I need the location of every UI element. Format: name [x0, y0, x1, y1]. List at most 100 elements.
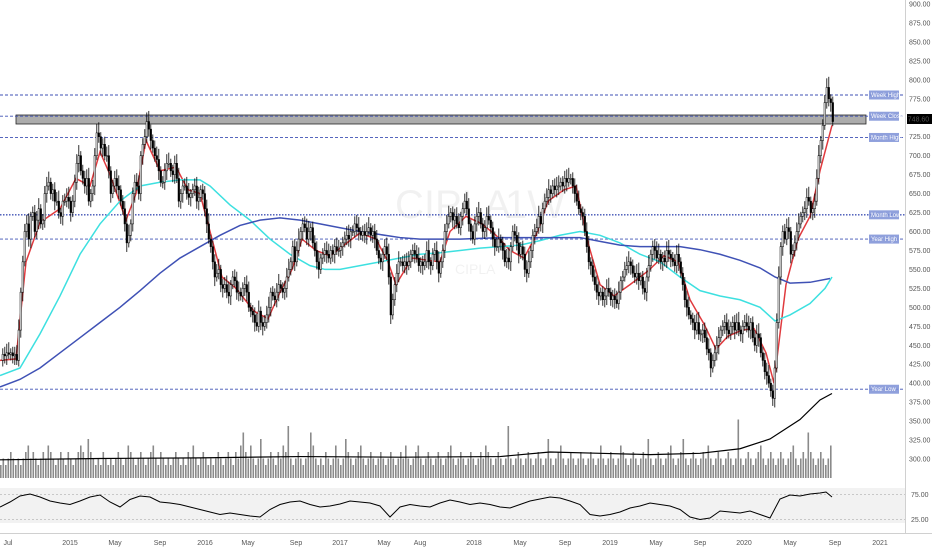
candle-body	[515, 235, 518, 244]
candle-body	[91, 185, 94, 194]
candle-body	[439, 261, 442, 274]
volume-bar	[827, 458, 830, 478]
candle-body	[331, 250, 334, 255]
candle-body	[423, 261, 426, 266]
candle-body	[667, 250, 670, 255]
volume-bar	[85, 458, 87, 478]
candle-body	[561, 181, 564, 187]
candle-body	[83, 178, 86, 187]
volume-bar	[532, 465, 535, 478]
candle-body	[459, 216, 462, 228]
candle-body	[87, 178, 90, 202]
candle-body	[233, 276, 236, 282]
volume-bar	[815, 465, 817, 478]
candle-body	[693, 322, 696, 331]
candle-body	[229, 284, 232, 297]
candle-body	[37, 208, 40, 221]
volume-bar	[232, 465, 235, 478]
price-tick-label: 550.00	[909, 267, 931, 274]
candle-body	[327, 254, 330, 259]
last-price-badge	[907, 114, 932, 124]
candle-body	[51, 189, 54, 194]
candle-body	[257, 310, 260, 327]
volume-bar	[250, 445, 252, 478]
candle-body	[225, 284, 228, 293]
candle-body	[509, 246, 512, 263]
candle-body	[793, 242, 796, 251]
volume-bar	[525, 458, 527, 478]
volume-bar	[215, 458, 217, 478]
candle-body	[75, 163, 78, 183]
candle-body	[321, 254, 324, 259]
candle-body	[797, 223, 800, 232]
volume-bar	[257, 458, 260, 478]
volume-bar	[90, 452, 92, 478]
candle-body	[303, 223, 306, 228]
volume-bar	[147, 458, 150, 478]
volume-bar	[747, 452, 750, 478]
volume-bar	[527, 452, 530, 478]
volume-bar	[342, 458, 345, 478]
level-tag	[869, 234, 899, 244]
candle-body	[699, 333, 702, 336]
candle-body	[487, 216, 490, 221]
rsi-pane	[0, 488, 905, 523]
volume-bar	[297, 452, 300, 478]
volume-bar	[665, 458, 667, 478]
candle-body	[79, 155, 82, 172]
candle-body	[189, 193, 192, 198]
volume-bar	[487, 452, 490, 478]
volume-bar	[492, 465, 495, 478]
volume-bar	[592, 458, 595, 478]
volume-bar	[725, 458, 727, 478]
resistance-zone	[15, 114, 867, 125]
volume-bar	[445, 458, 447, 478]
candle-body	[495, 246, 498, 248]
volume-bar	[435, 458, 437, 478]
candle-body	[721, 326, 724, 331]
candle-body	[653, 246, 656, 251]
candle-body	[469, 223, 472, 232]
volume-bar	[115, 458, 117, 478]
volume-bar	[425, 458, 427, 478]
volume-bar	[125, 458, 127, 478]
candle-body	[555, 185, 558, 191]
candle-body	[165, 163, 168, 172]
volume-bar	[122, 465, 125, 478]
candle-body	[707, 348, 710, 354]
candle-body	[559, 181, 562, 187]
candle-body	[173, 163, 176, 175]
volume-bar	[765, 465, 767, 478]
volume-bar	[112, 465, 115, 478]
candle-body	[511, 231, 514, 247]
candle-body	[465, 200, 468, 210]
volume-bar	[390, 452, 392, 478]
price-tick-label: 825.00	[909, 58, 931, 65]
candle-body	[221, 284, 224, 289]
candle-body	[803, 208, 806, 213]
candle-body	[161, 181, 164, 184]
volume-bar	[405, 445, 407, 478]
volume-bar	[77, 452, 80, 478]
candle-body	[663, 257, 666, 263]
volume-bar	[180, 465, 182, 478]
volume-bar	[15, 465, 17, 478]
volume-bar	[407, 458, 410, 478]
candle-body	[661, 257, 664, 263]
volume-bar	[300, 458, 302, 478]
candle-body	[197, 197, 200, 202]
volume-bar	[225, 458, 227, 478]
volume-bar	[595, 465, 597, 478]
candle-body	[477, 212, 480, 217]
candle-body	[443, 231, 446, 251]
candle-body	[411, 250, 414, 255]
candle-body	[57, 200, 60, 213]
price-tick-label: 425.00	[909, 362, 931, 369]
volume-bar	[280, 458, 282, 478]
candle-body	[449, 212, 452, 217]
candle-body	[741, 326, 744, 335]
price-tick-label: 725.00	[909, 134, 931, 141]
volume-bar	[692, 452, 695, 478]
candle-body	[429, 261, 432, 266]
